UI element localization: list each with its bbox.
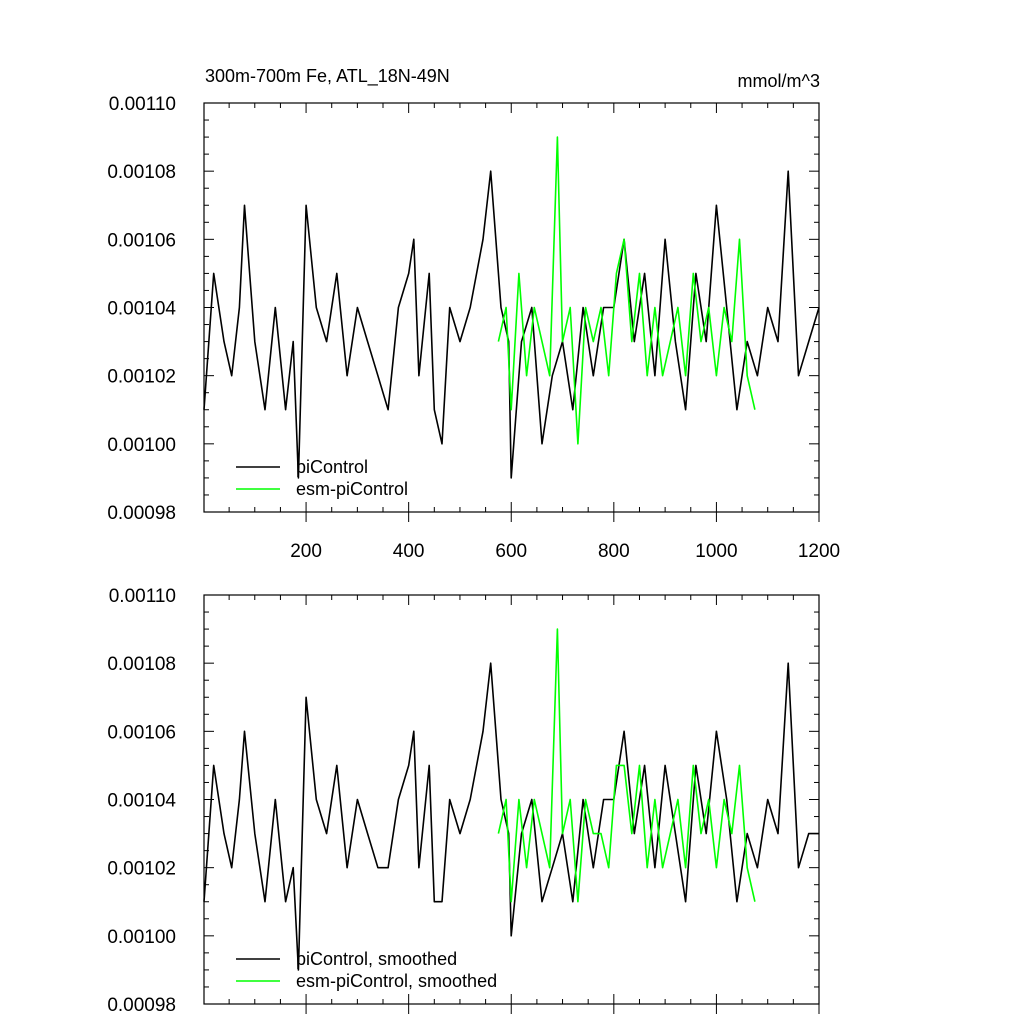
legend-label: piControl (296, 457, 368, 477)
x-tick-label: 600 (495, 541, 527, 562)
legend-label: esm-piControl (296, 479, 408, 499)
x-tick-label: 1000 (695, 541, 737, 562)
y-tick-label: 0.00098 (107, 995, 176, 1016)
series-line-esm-picontrol-smoothed (497, 628, 756, 903)
y-tick-label: 0.00110 (109, 94, 176, 115)
y-tick-label: 0.00102 (107, 859, 176, 880)
series-line-esm-picontrol (497, 136, 756, 445)
x-tick-label: 400 (393, 541, 425, 562)
y-tick-label: 0.00110 (109, 586, 176, 607)
y-tick-label: 0.00108 (107, 654, 176, 675)
y-tick-label: 0.00106 (107, 722, 176, 743)
series-line-picontrol-smoothed (203, 662, 819, 971)
x-tick-label: 200 (290, 541, 322, 562)
legend-label: esm-piControl, smoothed (296, 971, 497, 991)
y-tick-label: 0.00098 (107, 503, 176, 524)
x-tick-label: 800 (598, 541, 630, 562)
chart-title: 300m-700m Fe, ATL_18N-49N (205, 66, 450, 87)
y-tick-label: 0.00102 (107, 367, 176, 388)
y-tick-label: 0.00104 (107, 791, 176, 812)
x-tick-label: 1200 (798, 541, 840, 562)
y-tick-label: 0.00108 (107, 162, 176, 183)
y-tick-label: 0.00100 (107, 435, 176, 456)
y-tick-label: 0.00106 (107, 230, 176, 251)
y-tick-label: 0.00104 (107, 299, 176, 320)
bottom-panel: 0.00098 0.00100 0.00102 0.00104 0.00106 0.001… (107, 586, 820, 1016)
series-line-picontrol (203, 170, 820, 479)
legend-label: piControl, smoothed (296, 949, 457, 969)
top-panel: 300m-700m Fe, ATL_18N-49N mmol/m^3 0.000… (107, 66, 840, 562)
y-tick-label: 0.00100 (107, 927, 176, 948)
units-label: mmol/m^3 (738, 71, 820, 91)
